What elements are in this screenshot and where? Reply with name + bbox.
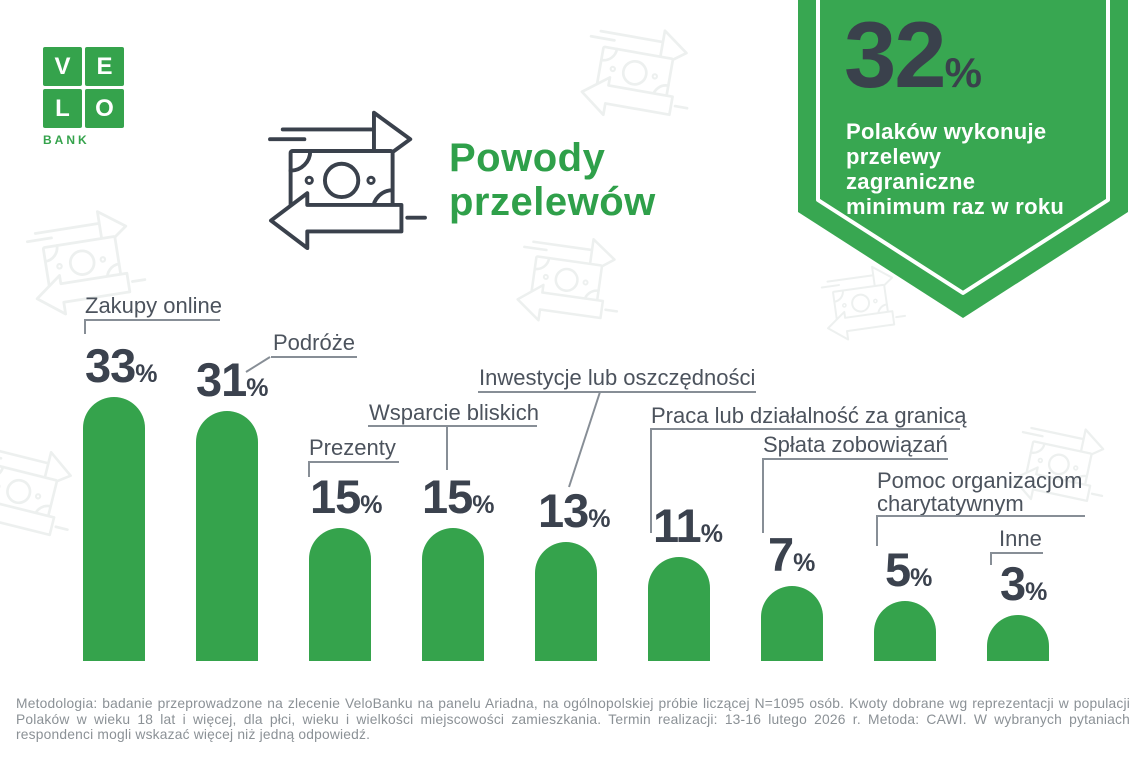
bar-value: 5%: [885, 545, 932, 603]
badge-percent-sign: %: [944, 49, 982, 96]
badge-text-line: minimum raz w roku: [846, 194, 1065, 219]
logo-letter-o: O: [85, 89, 124, 128]
label-underline: [271, 356, 357, 358]
bar-category-label: Spłata zobowiązań: [763, 432, 948, 457]
badge-text: Polaków wykonuje przelewy zagraniczne mi…: [846, 119, 1064, 219]
bar-category-label: Prezenty: [309, 435, 396, 460]
bar-value: 11%: [653, 501, 723, 559]
label-underline: [85, 319, 220, 321]
bar-value-percent-sign: %: [1025, 578, 1048, 606]
bar-value-percent-sign: %: [135, 360, 158, 388]
logo-letter-l: L: [43, 89, 82, 128]
stat-badge: 32% Polaków wykonuje przelewy zagraniczn…: [798, 0, 1128, 322]
badge-text-line: zagraniczne: [846, 169, 976, 194]
label-underline: [650, 428, 960, 430]
bar-value-percent-sign: %: [793, 549, 816, 577]
bar-value: 3%: [1000, 559, 1047, 617]
bar: [648, 557, 710, 661]
badge-text-line: Polaków wykonuje: [846, 119, 1047, 144]
bar: [422, 528, 484, 661]
bar-value-number: 5: [885, 543, 911, 596]
bar-category-label: Inwestycje lub oszczędności: [479, 365, 756, 390]
bar-value: 13%: [538, 486, 611, 544]
label-underline: [876, 515, 1085, 517]
bar-value: 31%: [196, 355, 269, 413]
bar-value-percent-sign: %: [700, 520, 723, 548]
bar-value-percent-sign: %: [910, 564, 933, 592]
bar-value-percent-sign: %: [588, 505, 611, 533]
bar-value-number: 31: [196, 353, 247, 406]
bar-value: 15%: [422, 472, 495, 530]
bar-category-label: Praca lub działalność za granicą: [651, 403, 967, 428]
label-underline: [991, 552, 1043, 554]
badge-text-line: przelewy: [846, 144, 942, 169]
methodology-text: Metodologia: badanie przeprowadzone na z…: [16, 696, 1130, 743]
bar-category-label: Pomoc organizacjom charytatywnym: [877, 468, 1083, 516]
velobank-logo: V E L O BANK: [43, 47, 124, 147]
label-underline: [478, 391, 756, 393]
bar-value-number: 3: [1000, 557, 1026, 610]
bar: [535, 542, 597, 661]
badge-number: 32: [844, 2, 947, 107]
bar-value: 15%: [310, 472, 383, 530]
bar-value-number: 15: [310, 470, 361, 523]
page-title-line2: przelewów: [449, 180, 656, 224]
bar-value: 7%: [768, 530, 815, 588]
bar-value-number: 15: [422, 470, 473, 523]
bar: [309, 528, 371, 661]
bar: [761, 586, 823, 661]
bar: [83, 397, 145, 661]
bar-value-number: 11: [653, 499, 702, 552]
label-underline: [308, 461, 399, 463]
badge-value: 32%: [844, 8, 982, 102]
shield-shape: [798, 0, 1128, 318]
leader-line: [568, 391, 601, 488]
logo-squares: V E L O: [43, 47, 124, 128]
label-underline: [762, 458, 948, 460]
logo-bank-label: BANK: [43, 133, 90, 147]
bar-value-percent-sign: %: [246, 374, 269, 402]
bar-value-percent-sign: %: [360, 491, 383, 519]
bar-value-number: 33: [85, 339, 136, 392]
bar-value-number: 13: [538, 484, 589, 537]
page-title-line1: Powody: [449, 136, 606, 180]
bar-category-label: Zakupy online: [85, 293, 222, 318]
label-underline: [368, 425, 537, 427]
bar-value: 33%: [85, 341, 158, 399]
bar-category-label: Podróże: [273, 330, 355, 355]
bar: [987, 615, 1049, 661]
bar: [874, 601, 936, 661]
bar: [196, 411, 258, 661]
page-title: Powody przelewów: [449, 136, 656, 224]
logo-letter-e: E: [85, 47, 124, 86]
bar-value-number: 7: [768, 528, 794, 581]
bar-value-percent-sign: %: [472, 491, 495, 519]
bar-category-label: Inne: [999, 526, 1042, 551]
bar-category-label: Wsparcie bliskich: [369, 400, 539, 425]
logo-letter-v: V: [43, 47, 82, 86]
